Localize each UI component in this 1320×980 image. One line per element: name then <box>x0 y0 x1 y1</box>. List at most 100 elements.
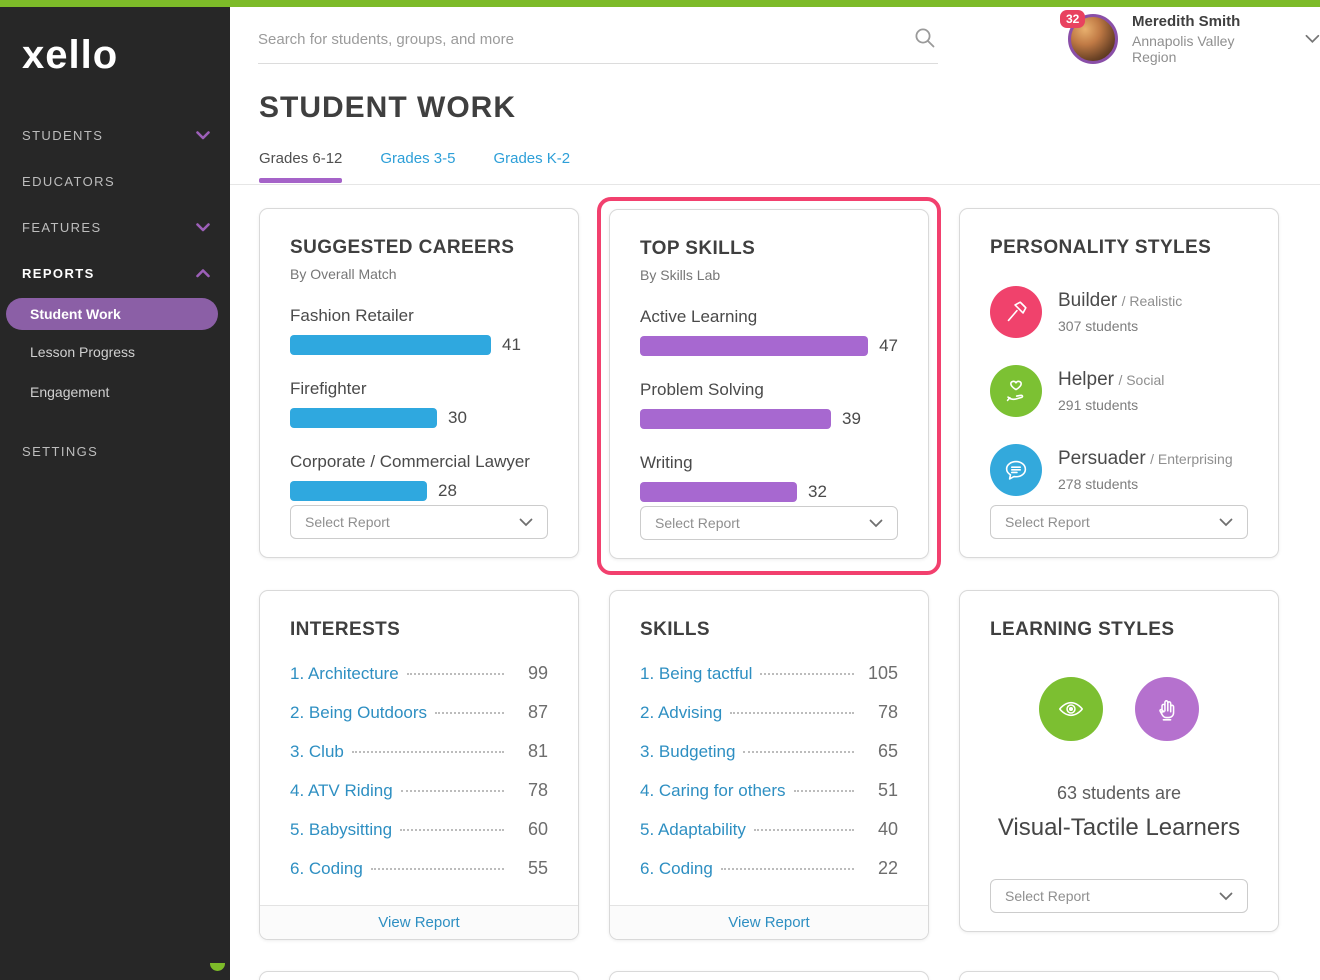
sidebar-item-features[interactable]: FEATURES <box>0 204 230 250</box>
sidebar-item-student-work[interactable]: Student Work <box>6 298 218 330</box>
select-report-dropdown[interactable]: Select Report <box>990 505 1248 539</box>
suggested-careers-card: SUGGESTED CAREERS By Overall Match Fashi… <box>259 208 579 558</box>
sidebar-item-label: SETTINGS <box>22 443 99 459</box>
skills-list: 1. Being tactful 105 2. Advising 78 3. B… <box>640 663 898 897</box>
sidebar-item-settings[interactable]: SETTINGS <box>0 428 230 474</box>
chevron-down-icon[interactable] <box>1305 34 1320 44</box>
card-title: SUGGESTED CAREERS <box>290 237 515 258</box>
sidebar-nav: STUDENTS EDUCATORS FEATURES REPORTS Stud… <box>0 112 230 474</box>
select-label: Select Report <box>655 515 740 531</box>
partial-card <box>959 971 1279 980</box>
sidebar-item-educators[interactable]: EDUCATORS <box>0 158 230 204</box>
avatar[interactable]: 32 <box>1060 10 1118 64</box>
personality-name: Helper <box>1058 369 1114 390</box>
personality-type: / Enterprising <box>1150 451 1233 467</box>
bar <box>290 481 427 501</box>
card-title: PERSONALITY STYLES <box>990 237 1212 258</box>
skill-link[interactable]: 2. Advising <box>640 703 723 722</box>
speech-bubble-icon <box>1005 460 1027 480</box>
interest-value: 60 <box>527 819 548 839</box>
bar-label: Fashion Retailer <box>290 306 414 325</box>
chevron-up-icon <box>196 268 210 277</box>
list-item: 2. Advising 78 <box>640 702 898 741</box>
interest-link[interactable]: 5. Babysitting <box>290 820 393 839</box>
skill-link[interactable]: 1. Being tactful <box>640 664 753 683</box>
list-item: 5. Babysitting 60 <box>290 819 548 858</box>
personality-name: Builder <box>1058 290 1118 311</box>
sidebar-item-engagement[interactable]: Engagement <box>0 372 230 412</box>
sidebar-item-label: REPORTS <box>22 265 95 281</box>
list-item: 1. Architecture 99 <box>290 663 548 702</box>
personality-styles-card: PERSONALITY STYLES Builder / Realistic 3… <box>959 208 1279 558</box>
sidebar-item-students[interactable]: STUDENTS <box>0 112 230 158</box>
list-item: 2. Being Outdoors 87 <box>290 702 548 741</box>
partial-card <box>609 971 929 980</box>
card-title: INTERESTS <box>290 619 401 640</box>
sidebar: xello STUDENTS EDUCATORS FEATURES REPORT… <box>0 7 230 980</box>
chevron-down-icon <box>1219 892 1233 900</box>
search-input[interactable] <box>258 15 938 64</box>
interest-link[interactable]: 6. Coding <box>290 859 363 878</box>
sidebar-item-label: FEATURES <box>22 219 102 235</box>
sidebar-item-lesson-progress[interactable]: Lesson Progress <box>0 332 230 372</box>
helper-circle <box>990 365 1042 417</box>
xello-logo[interactable]: xello <box>22 33 230 971</box>
interest-link[interactable]: 4. ATV Riding <box>290 781 393 800</box>
card-title: LEARNING STYLES <box>990 619 1175 640</box>
skill-link[interactable]: 6. Coding <box>640 859 713 878</box>
notification-badge[interactable]: 32 <box>1060 10 1086 28</box>
interest-link[interactable]: 2. Being Outdoors <box>290 703 428 722</box>
skill-value: 65 <box>877 741 898 761</box>
dotted-leader <box>743 751 854 753</box>
skills-card: SKILLS 1. Being tactful 105 2. Advising … <box>609 590 929 940</box>
tab-grades-k-2[interactable]: Grades K-2 <box>493 150 571 167</box>
view-report-link[interactable]: View Report <box>378 914 460 931</box>
interests-card: INTERESTS 1. Architecture 99 2. Being Ou… <box>259 590 579 940</box>
tab-grades-3-5[interactable]: Grades 3-5 <box>380 150 456 167</box>
view-report-link[interactable]: View Report <box>728 914 810 931</box>
dotted-leader <box>435 712 504 714</box>
chevron-down-icon <box>869 519 883 527</box>
list-item: 3. Budgeting 65 <box>640 741 898 780</box>
logo-smile-icon <box>210 963 225 971</box>
dotted-leader <box>406 673 504 675</box>
select-report-dropdown[interactable]: Select Report <box>290 505 548 539</box>
interest-link[interactable]: 3. Club <box>290 742 344 761</box>
personality-type: / Social <box>1118 372 1165 388</box>
bar <box>640 336 869 356</box>
skill-value: 22 <box>877 858 898 878</box>
dotted-leader <box>370 868 504 870</box>
skill-link[interactable]: 3. Budgeting <box>640 742 736 761</box>
personality-texts: Helper / Social 291 students <box>1058 365 1164 413</box>
skill-link[interactable]: 4. Caring for others <box>640 781 786 800</box>
bar-item: Active Learning 47 <box>640 307 898 356</box>
tab-grades-6-12[interactable]: Grades 6-12 <box>259 150 343 183</box>
search-icon[interactable] <box>914 27 936 49</box>
personality-count: 291 students <box>1058 397 1139 413</box>
bar-value: 28 <box>438 481 457 500</box>
eye-icon <box>1058 701 1084 717</box>
list-item: 3. Club 81 <box>290 741 548 780</box>
personality-count: 307 students <box>1058 318 1139 334</box>
skill-link[interactable]: 5. Adaptability <box>640 820 746 839</box>
select-report-dropdown[interactable]: Select Report <box>990 879 1248 913</box>
user-menu[interactable]: 32 Meredith Smith Annapolis Valley Regio… <box>1060 9 1320 69</box>
user-name: Meredith Smith <box>1132 13 1241 30</box>
interest-value: 81 <box>527 741 548 761</box>
tactile-circle <box>1135 677 1199 741</box>
interest-link[interactable]: 1. Architecture <box>290 664 399 683</box>
persuader-circle <box>990 444 1042 496</box>
list-item: 4. Caring for others 51 <box>640 780 898 819</box>
chevron-down-icon <box>1219 518 1233 526</box>
card-title: SKILLS <box>640 619 710 640</box>
bar <box>640 482 797 502</box>
bar-label: Writing <box>640 453 693 472</box>
bar-label: Firefighter <box>290 379 367 398</box>
bar <box>640 409 831 429</box>
sidebar-item-label: Student Work <box>30 306 121 322</box>
page-title: STUDENT WORK <box>259 91 516 124</box>
sidebar-item-reports[interactable]: REPORTS <box>0 250 230 296</box>
select-report-dropdown[interactable]: Select Report <box>640 506 898 540</box>
dotted-leader <box>720 868 854 870</box>
sidebar-item-label: Lesson Progress <box>30 344 136 360</box>
